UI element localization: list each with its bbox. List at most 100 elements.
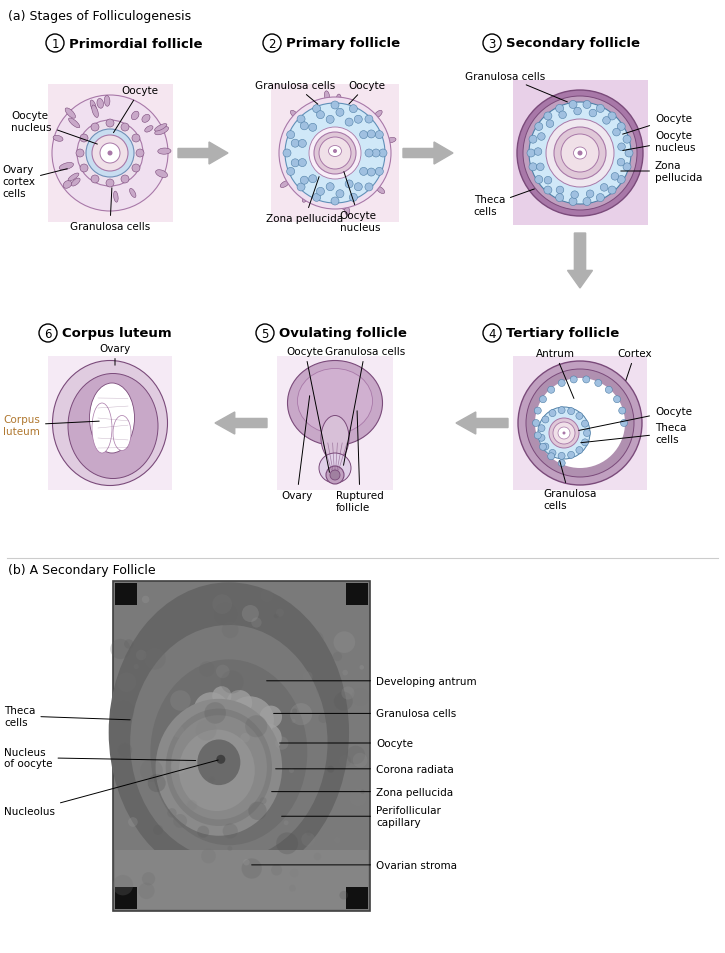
Circle shape [365,116,373,124]
Circle shape [353,753,368,768]
Circle shape [569,198,577,206]
Circle shape [314,132,356,174]
Circle shape [368,131,376,139]
Text: Oocyte: Oocyte [579,407,692,431]
Circle shape [536,164,544,172]
Ellipse shape [131,112,139,121]
Circle shape [140,760,163,782]
Circle shape [117,673,136,693]
Text: 5: 5 [261,327,269,340]
Circle shape [589,111,597,118]
FancyBboxPatch shape [48,85,173,223]
Circle shape [535,123,543,132]
Circle shape [617,159,625,167]
Circle shape [286,168,294,176]
Text: Oocyte
nucleus: Oocyte nucleus [12,112,97,145]
Circle shape [77,121,143,187]
Circle shape [355,184,362,192]
Circle shape [529,136,537,144]
Circle shape [349,106,357,113]
Text: Nucleus
of oocyte: Nucleus of oocyte [4,747,196,768]
Circle shape [178,722,217,760]
Circle shape [136,650,146,660]
Circle shape [569,101,577,110]
Text: Oocyte: Oocyte [114,86,159,133]
Circle shape [597,106,605,113]
Circle shape [327,766,334,773]
Circle shape [312,106,320,113]
Ellipse shape [280,182,289,189]
Circle shape [106,120,114,128]
Text: Corpus
luteum: Corpus luteum [3,415,99,436]
Ellipse shape [145,127,153,133]
Circle shape [167,808,177,818]
Circle shape [148,775,166,792]
Circle shape [602,117,610,125]
Circle shape [132,165,140,172]
Ellipse shape [156,171,167,178]
Circle shape [534,408,542,415]
Circle shape [544,187,552,194]
Circle shape [245,716,268,738]
Ellipse shape [68,375,158,479]
Circle shape [379,150,387,158]
Ellipse shape [89,384,135,454]
Circle shape [339,891,348,900]
Circle shape [539,444,547,451]
Text: Zona pellucida: Zona pellucida [272,787,453,797]
Text: Ovarian stroma: Ovarian stroma [252,860,457,870]
Circle shape [106,180,114,188]
Circle shape [594,380,602,387]
Ellipse shape [328,147,341,157]
Circle shape [526,370,634,477]
FancyBboxPatch shape [277,356,393,491]
Circle shape [583,376,589,383]
Circle shape [345,119,353,127]
Ellipse shape [130,625,328,860]
Text: 6: 6 [44,327,51,340]
Ellipse shape [142,115,150,123]
Circle shape [285,104,385,204]
Circle shape [517,91,643,216]
Circle shape [132,135,140,143]
Circle shape [297,116,305,124]
Circle shape [621,420,628,427]
Ellipse shape [156,700,282,836]
Circle shape [276,833,298,855]
Ellipse shape [297,369,373,434]
Circle shape [339,755,351,767]
Circle shape [117,743,132,758]
Circle shape [341,686,355,700]
FancyBboxPatch shape [113,581,370,911]
Circle shape [568,452,575,459]
Circle shape [618,408,626,415]
Circle shape [556,187,564,194]
Text: Granulosa cells: Granulosa cells [70,189,150,232]
Circle shape [538,425,545,433]
Circle shape [86,130,134,178]
Circle shape [194,693,229,728]
Circle shape [583,101,591,110]
Circle shape [173,726,184,738]
Circle shape [347,746,365,764]
Ellipse shape [341,200,346,211]
Ellipse shape [324,91,329,102]
FancyArrow shape [178,143,228,165]
Circle shape [318,714,328,723]
Circle shape [307,831,311,836]
Circle shape [204,702,226,724]
Circle shape [542,416,549,423]
Circle shape [228,846,233,851]
Circle shape [241,733,250,742]
Circle shape [76,150,84,158]
Circle shape [299,159,307,168]
Text: Oocyte: Oocyte [280,739,413,748]
Text: Perifollicular
capillary: Perifollicular capillary [281,805,441,827]
Circle shape [529,164,537,172]
Text: Ovary
cortex
cells: Ovary cortex cells [2,165,67,198]
Circle shape [248,801,267,821]
Circle shape [532,420,539,427]
Circle shape [326,184,334,192]
Circle shape [212,595,232,615]
Circle shape [546,120,614,188]
